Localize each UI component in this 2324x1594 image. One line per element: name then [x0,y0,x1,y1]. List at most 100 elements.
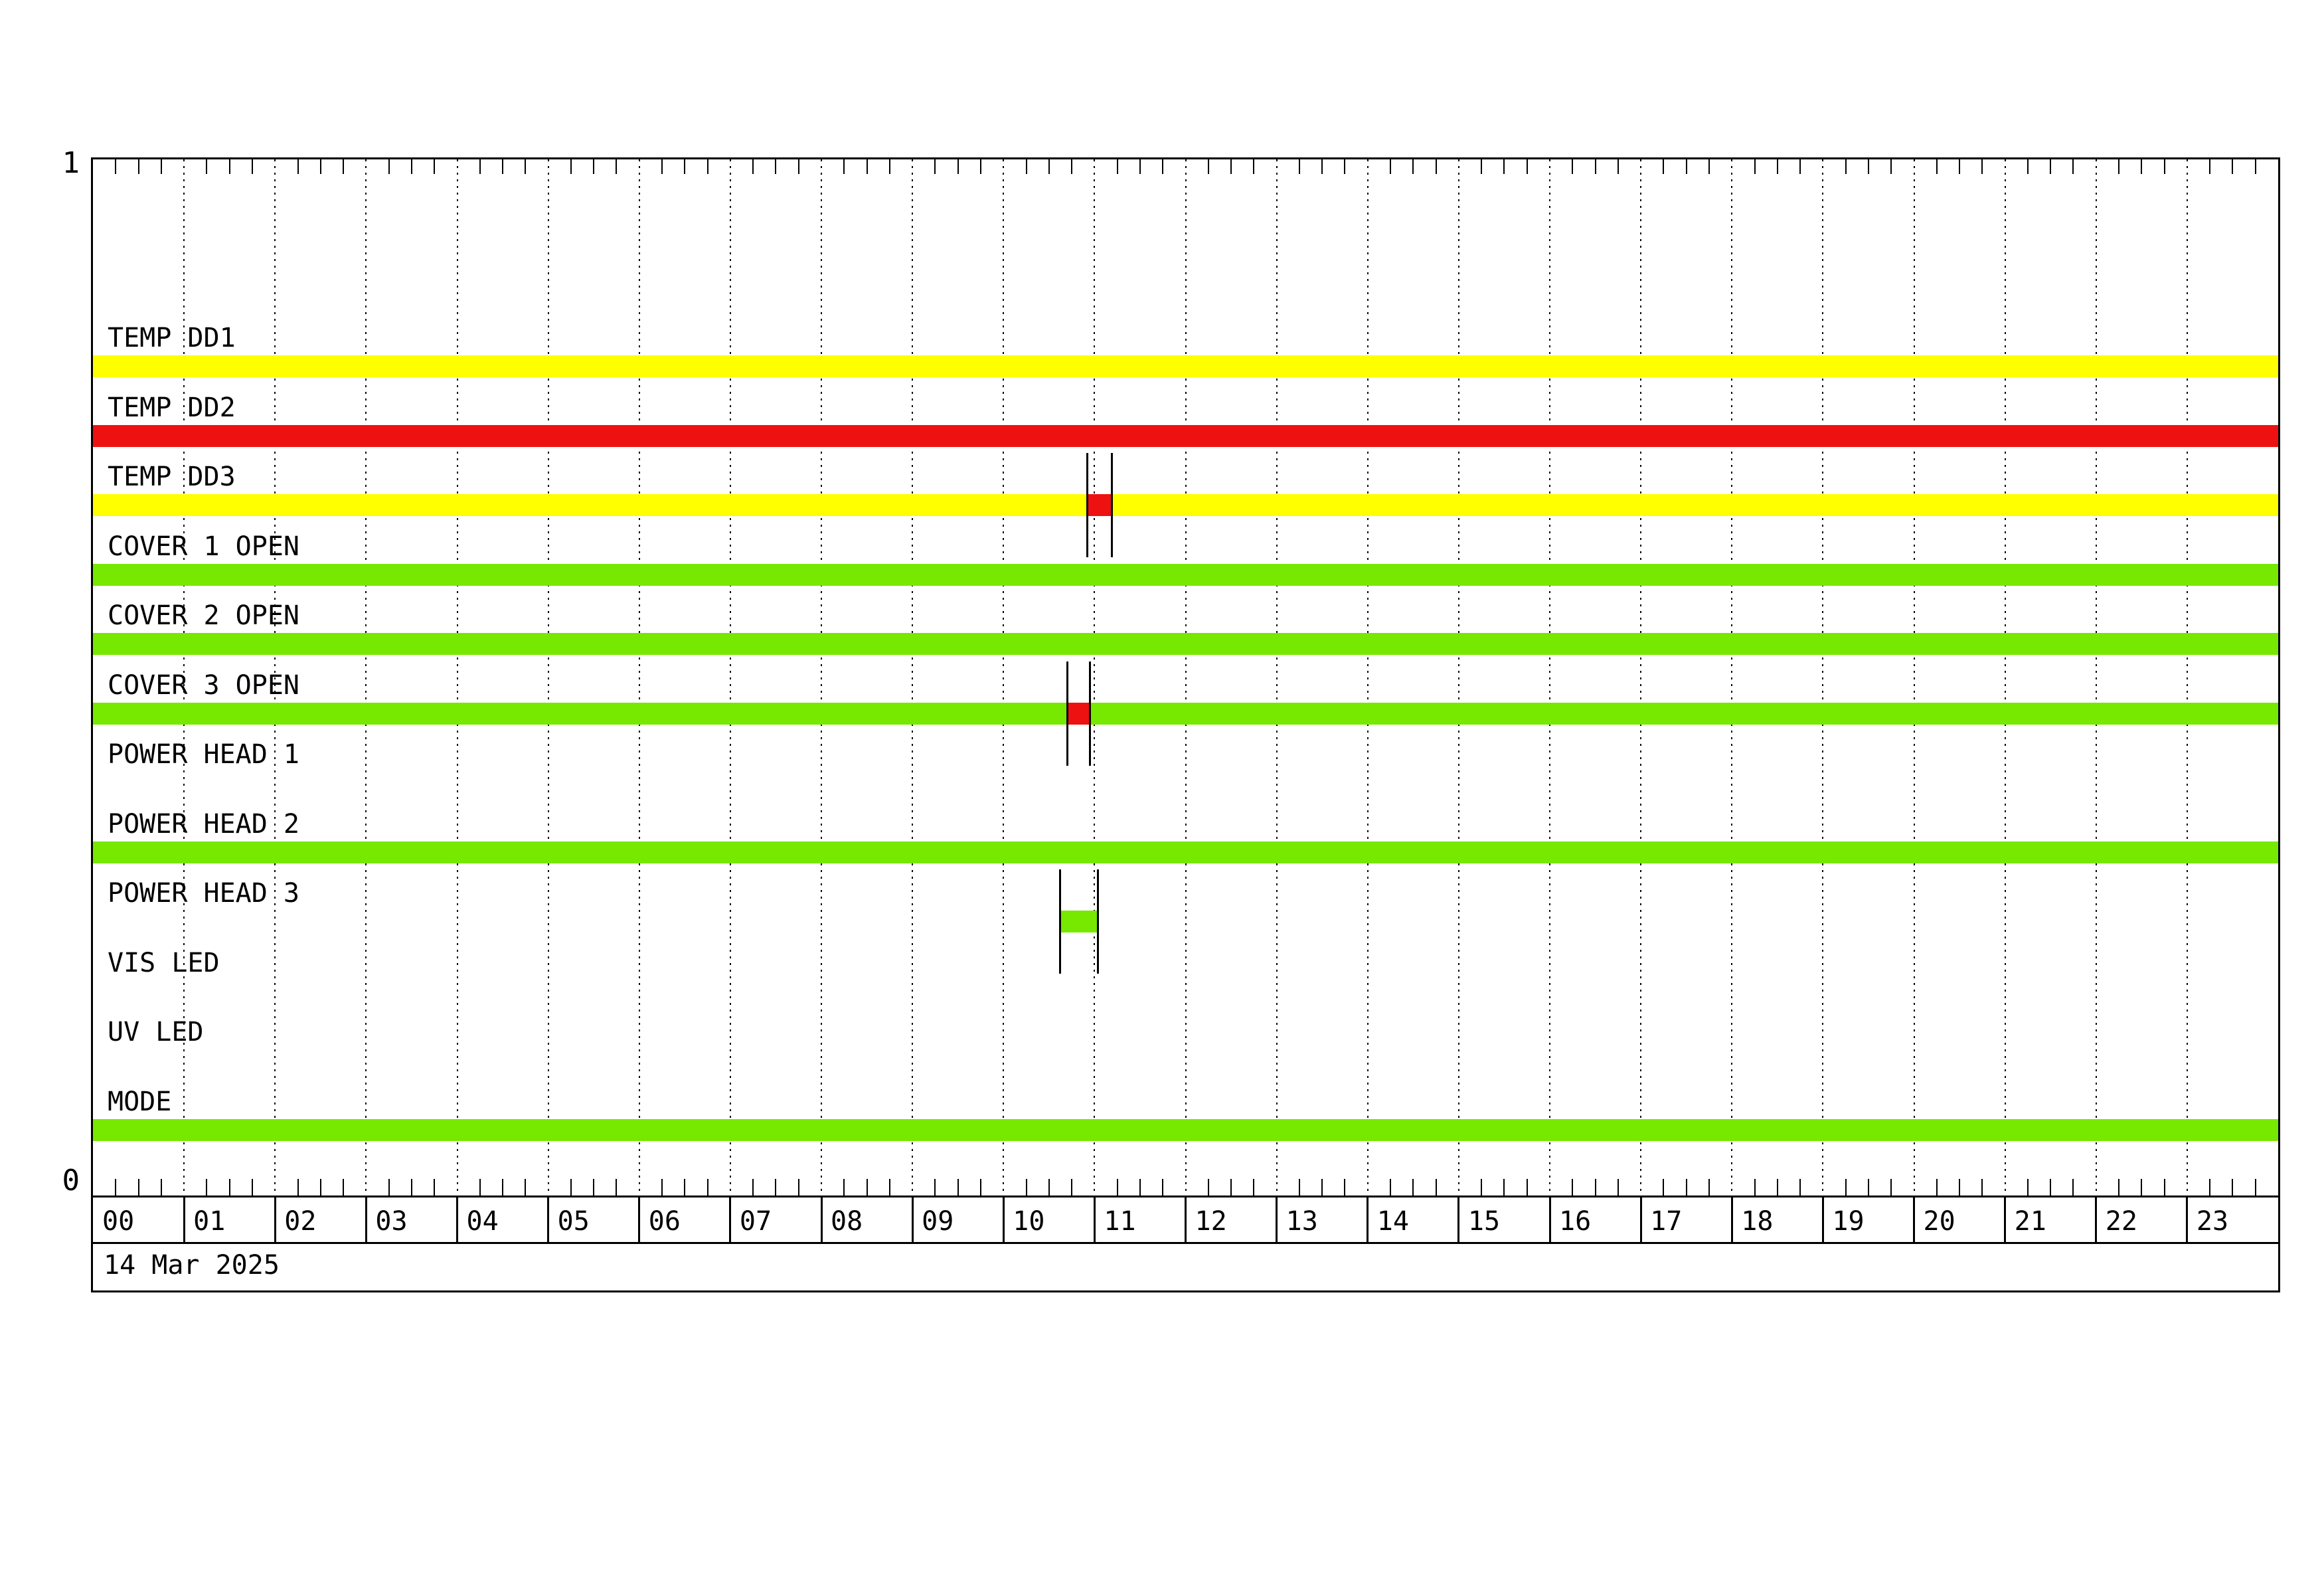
hour-gridline [1276,159,1278,1196]
top-tick [1981,159,1983,174]
top-tick [115,159,117,174]
status-bar-segment [1067,702,1090,725]
status-bar-segment [93,355,2278,377]
bottom-tick [616,1179,618,1196]
top-tick [1867,159,1869,174]
top-tick [1344,159,1346,174]
hour-label: 16 [1559,1206,1592,1237]
bottom-tick [1685,1179,1687,1196]
bottom-tick [1617,1179,1619,1196]
hour-cell-separator [456,1196,458,1242]
bottom-tick [479,1179,481,1196]
hour-label: 14 [1376,1206,1409,1237]
plot-area: TEMP DD1 TEMP DD2 TEMP DD3 COVER 1 OPEN COVE… [91,157,2280,1197]
bottom-tick [1116,1179,1118,1196]
bottom-tick [1048,1179,1050,1196]
top-tick [684,159,686,174]
top-tick [1048,159,1050,174]
bottom-tick [684,1179,686,1196]
top-tick [866,159,868,174]
top-tick [1572,159,1574,174]
top-tick [2141,159,2143,174]
top-tick [1412,159,1414,174]
bottom-tick [775,1179,777,1196]
hour-cell-separator [365,1196,367,1242]
hour-gridline [183,159,185,1196]
hour-gridline [2095,159,2097,1196]
status-bar-segment [93,563,2278,586]
bottom-tick [1799,1179,1801,1196]
top-tick [160,159,162,174]
top-tick [616,159,618,174]
hour-gridline [1913,159,1915,1196]
top-tick [297,159,299,174]
bottom-tick [1959,1179,1961,1196]
top-tick [2232,159,2234,174]
status-bar-segment [93,1118,2278,1141]
bottom-tick [1845,1179,1847,1196]
hour-cell-separator [547,1196,550,1242]
hour-cell-separator [2095,1196,2098,1242]
bottom-tick [1435,1179,1437,1196]
hour-cell-separator [1276,1196,1278,1242]
status-bar-segment [93,494,2278,516]
top-tick [388,159,390,174]
bottom-tick [251,1179,253,1196]
hour-label: 13 [1286,1206,1318,1237]
top-tick [661,159,663,174]
hour-cell-separator [1093,1196,1096,1242]
bottom-tick [1025,1179,1027,1196]
bottom-tick [1139,1179,1141,1196]
hour-label: 04 [466,1206,499,1237]
bottom-tick [388,1179,390,1196]
top-tick [2254,159,2256,174]
bottom-tick [2027,1179,2029,1196]
top-tick [1207,159,1209,174]
hour-label: 10 [1013,1206,1045,1237]
top-tick [2050,159,2052,174]
hour-cell-separator [1002,1196,1005,1242]
bottom-tick [1321,1179,1323,1196]
bottom-tick [934,1179,936,1196]
status-bar-segment [93,633,2278,655]
hour-cell-separator [2186,1196,2189,1242]
row-label: COVER 1 OPEN [108,531,299,562]
top-tick [570,159,572,174]
hour-label: 17 [1650,1206,1683,1237]
row-label: POWER HEAD 1 [108,739,299,770]
y-axis-bottom-label: 0 [62,1164,80,1197]
bottom-tick [1776,1179,1778,1196]
top-tick [888,159,890,174]
hour-gridline [274,159,276,1196]
top-tick [1663,159,1665,174]
status-bar-segment [1087,494,1112,516]
segment-boundary-marker [1066,661,1068,766]
top-tick [1959,159,1961,174]
hour-gridline [365,159,367,1196]
hour-gridline [1457,159,1459,1196]
bottom-tick [1890,1179,1892,1196]
row-label: TEMP DD1 [108,323,236,353]
bottom-tick [1298,1179,1300,1196]
bottom-tick [228,1179,230,1196]
hour-cell-separator [1367,1196,1369,1242]
bottom-tick [1981,1179,1983,1196]
bottom-tick [319,1179,321,1196]
top-tick [2163,159,2165,174]
hour-cell-separator [1730,1196,1733,1242]
top-tick [1481,159,1483,174]
bottom-tick [2163,1179,2165,1196]
hour-label: 05 [557,1206,590,1237]
hour-gridline [2186,159,2188,1196]
bottom-tick [661,1179,663,1196]
top-tick [797,159,799,174]
top-tick [775,159,777,174]
row-label: COVER 3 OPEN [108,669,299,701]
top-tick [752,159,754,174]
bottom-tick [752,1179,754,1196]
hour-label: 09 [922,1206,954,1237]
hour-cell-separator [183,1196,185,1242]
hour-label: 02 [284,1206,317,1237]
hour-label: 18 [1741,1206,1774,1237]
top-tick [1594,159,1596,174]
